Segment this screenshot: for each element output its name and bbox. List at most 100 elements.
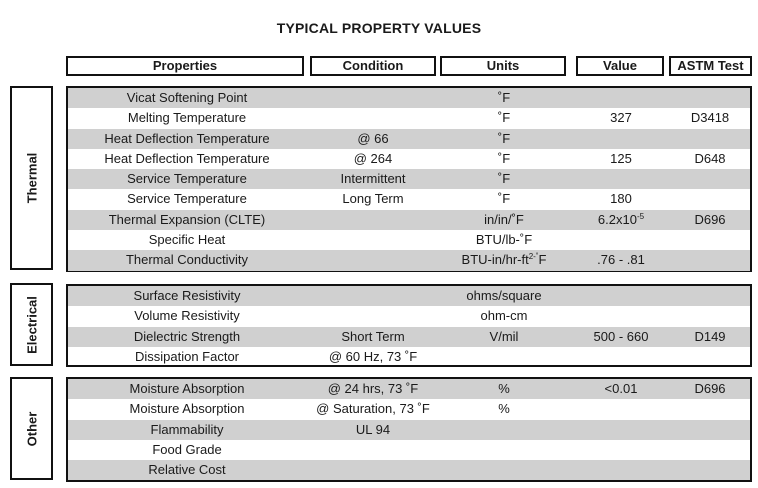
electrical-group: Surface Resistivity ohms/square Volume R… [66,284,752,367]
astm-cell [668,460,752,480]
table-row: Dissipation Factor @ 60 Hz, 73 ˚F [68,347,750,367]
value-cell [576,169,666,189]
astm-cell [668,347,752,367]
astm-cell [668,440,752,460]
astm-cell [668,399,752,419]
property-cell: Heat Deflection Temperature [104,130,270,146]
exponent: -5 [636,211,645,221]
condition-cell: @ 60 Hz, 73 ˚F [328,348,418,364]
condition-cell: UL 94 [355,421,391,437]
value-cell: 180 [610,191,632,207]
condition-cell: Short Term [341,328,405,344]
condition-cell: Long Term [342,191,404,207]
units-cell: ohms/square [466,288,542,303]
value-cell: 125 [610,150,632,166]
other-group: Moisture Absorption @ 24 hrs, 73 ˚F % <0… [66,377,752,482]
table-row: Service Temperature Long Term ˚F 180 [68,189,750,209]
value-cell [576,88,666,108]
section-label-thermal: Thermal [10,86,53,270]
astm-cell: D696 [694,211,726,227]
table-row: Moisture Absorption @ Saturation, 73 ˚F … [68,399,750,419]
table-row: Heat Deflection Temperature @ 264 ˚F 125… [68,149,750,169]
value-cell [576,460,666,480]
units-cell: in/in/˚F [484,211,524,227]
units-cell: % [498,401,510,417]
section-label-other: Other [10,377,53,480]
condition-cell [308,230,438,250]
table-row: Flammability UL 94 [68,419,752,440]
units-cell: ˚F [497,110,511,126]
condition-cell [308,250,438,270]
units-cell: ˚F [497,90,511,105]
property-cell: Moisture Absorption [129,401,245,417]
condition-cell [308,88,438,108]
units-cell: ˚F [497,171,511,187]
condition-cell: @ 66 [357,130,389,146]
table-row: Heat Deflection Temperature @ 66 ˚F [68,128,752,149]
condition-cell [308,108,438,128]
header-astm: ASTM Test [669,56,752,76]
property-cell: Heat Deflection Temperature [104,150,270,166]
astm-cell [668,88,752,108]
property-cell: Volume Resistivity [134,308,240,324]
astm-cell: D696 [694,381,726,396]
value-cell [576,347,666,367]
value-cell: 327 [610,110,632,126]
table-row: Specific Heat BTU/lb-˚F [68,230,750,250]
value-text: 6.2x10 [597,211,637,227]
property-cell: Food Grade [152,441,222,457]
table-row: Dielectric Strength Short Term V/mil 500… [68,326,750,347]
units-cell: % [498,381,510,396]
units-cell: V/mil [489,328,519,344]
units-cell [440,440,568,460]
value-cell [576,399,666,419]
property-cell: Moisture Absorption [129,381,245,396]
table-row: Food Grade [68,440,750,460]
units-tail: F [538,252,547,268]
page-title: TYPICAL PROPERTY VALUES [276,20,482,36]
property-cell: Dissipation Factor [134,348,240,364]
table-row: Relative Cost [68,460,752,481]
exponent: 2-˚ [528,252,539,262]
value-cell [576,230,666,250]
header-properties: Properties [66,56,304,76]
property-cell: Service Temperature [127,191,247,207]
thermal-group: Vicat Softening Point ˚F Melting Tempera… [66,86,752,272]
astm-cell [668,169,752,189]
table-row: Moisture Absorption @ 24 hrs, 73 ˚F % <0… [68,379,750,400]
astm-cell [668,306,752,326]
value-cell: <0.01 [604,381,638,396]
astm-cell [668,286,752,306]
value-cell: .76 - .81 [597,252,645,268]
property-cell: Surface Resistivity [133,288,241,303]
property-cell: Dielectric Strength [133,328,241,344]
property-cell: Thermal Conductivity [125,252,249,268]
units-cell: ˚F [497,150,511,166]
units-cell: ˚F [497,191,511,207]
units-text: BTU-in/hr-ft [461,252,529,268]
units-cell [440,420,568,440]
astm-cell [668,129,752,149]
table-row: Surface Resistivity ohms/square [68,286,752,307]
condition-cell [308,286,438,306]
value-cell [576,129,666,149]
property-cell: Melting Temperature [127,110,247,126]
astm-cell [668,420,752,440]
value-cell [576,420,666,440]
astm-cell: D149 [694,328,726,344]
table-row: Thermal Expansion (CLTE) in/in/˚F 6.2x10… [68,209,750,231]
table-row: Volume Resistivity ohm-cm [68,306,750,326]
section-label-text: Electrical [24,295,39,354]
property-cell: Thermal Expansion (CLTE) [108,211,266,227]
property-cell: Relative Cost [148,462,226,478]
units-cell: BTU-in/hr-ft2-˚F [440,250,568,270]
units-cell: ohm-cm [480,308,528,324]
value-cell [576,440,666,460]
condition-cell: @ Saturation, 73 ˚F [316,401,430,417]
condition-cell [308,440,438,460]
units-cell: ˚F [497,130,511,146]
section-label-text: Other [24,411,39,446]
table-row: Thermal Conductivity BTU-in/hr-ft2-˚F .7… [68,250,750,271]
condition-cell [308,210,438,230]
table-row: Service Temperature Intermittent ˚F [68,169,752,190]
